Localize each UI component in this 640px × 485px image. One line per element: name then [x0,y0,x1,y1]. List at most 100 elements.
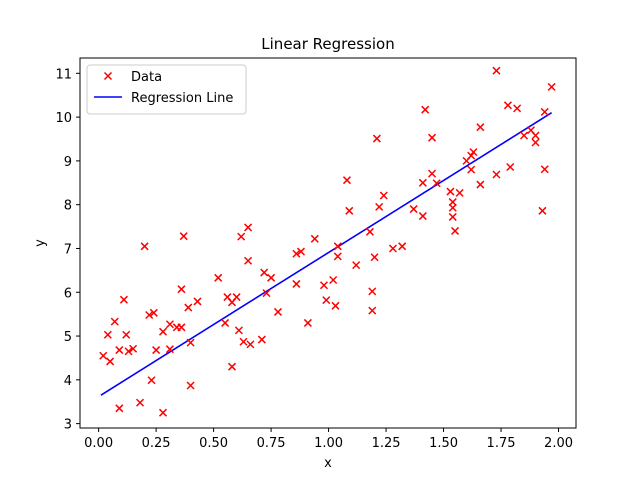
data-point [342,176,352,185]
x-tick-label: 0.00 [84,436,113,451]
data-point [375,202,384,211]
data-point [538,206,547,215]
data-point [333,242,342,251]
data-point [244,256,253,265]
data-point [186,338,195,347]
data-point [531,138,540,147]
data-point [257,335,266,344]
data-point [135,398,145,407]
legend-data-label: Data [131,70,162,85]
x-axis-label: x [324,456,332,471]
data-point [232,293,241,302]
data-point [260,268,269,277]
data-point [267,273,276,282]
data-point [370,253,379,262]
data-point [292,249,301,258]
data-point [446,187,455,196]
y-tick-label: 3 [64,418,72,433]
y-tick-label: 7 [64,242,72,257]
data-point [158,327,168,336]
x-tick-label: 0.25 [142,436,171,451]
x-tick-label: 0.50 [199,436,228,451]
data-point [129,344,138,353]
data-point [448,198,457,207]
y-tick-label: 8 [64,199,72,214]
data-point [273,307,283,316]
data-point [379,191,388,200]
data-point [432,179,441,188]
data-point [152,346,161,355]
data-point [455,188,464,197]
data-point [329,275,338,285]
x-tick-label: 1.00 [314,436,343,451]
data-point [428,133,437,142]
data-point [115,346,124,355]
data-point [418,212,427,221]
regression-line-layer [100,112,553,396]
data-point [296,247,306,256]
legend: Data Regression Line [86,64,247,115]
data-point [103,330,112,339]
data-point [492,170,501,179]
data-point [122,330,131,339]
data-point [262,289,271,298]
x-tick-label: 1.25 [372,436,401,451]
data-point [451,226,460,235]
data-point [506,162,515,172]
data-point [319,281,329,290]
data-point [492,66,501,75]
data-point [345,206,354,215]
data-point [244,223,253,232]
data-point [428,169,437,178]
x-tick-label: 1.75 [487,436,516,451]
data-point [388,244,397,253]
data-point [145,310,154,320]
legend-box [86,64,247,115]
data-point [331,301,340,310]
plot-frame [79,57,577,429]
data-point [158,408,168,417]
data-point [179,232,188,241]
data-point [119,295,128,304]
y-tick-label: 10 [55,111,72,126]
data-point [333,252,342,261]
data-point [227,362,237,371]
data-point [352,261,361,270]
data-point [149,308,158,317]
data-point [99,351,108,360]
data-point [165,320,174,329]
x-axis-ticks: 0.00 0.25 0.50 0.75 1.00 1.25 1.50 1.75 2.00 [84,428,573,451]
data-point [372,134,381,143]
data-point [409,205,418,214]
data-point [547,82,556,91]
data-point [469,148,478,157]
data-point [368,306,377,315]
data-point [140,242,149,251]
data-point [421,105,430,114]
data-point [365,227,374,236]
data-point [513,104,522,113]
y-tick-label: 9 [64,155,72,170]
data-point [322,296,331,305]
data-point [503,101,512,110]
data-point [234,326,243,335]
data-point [540,107,549,116]
data-point [239,337,248,346]
data-point [418,178,427,187]
x-tick-label: 1.50 [429,436,458,451]
data-point [165,345,174,354]
data-point [124,347,133,356]
data-point [246,340,255,349]
data-point [177,323,186,332]
regression-line [100,112,553,396]
data-point [540,165,549,174]
data-point [110,317,119,326]
x-tick-label: 0.75 [257,436,286,451]
data-point [476,180,485,189]
data-point [147,376,156,385]
y-tick-label: 4 [64,374,72,389]
y-axis-ticks: 3 4 5 6 7 8 9 10 11 [55,67,80,433]
data-point [184,303,193,312]
